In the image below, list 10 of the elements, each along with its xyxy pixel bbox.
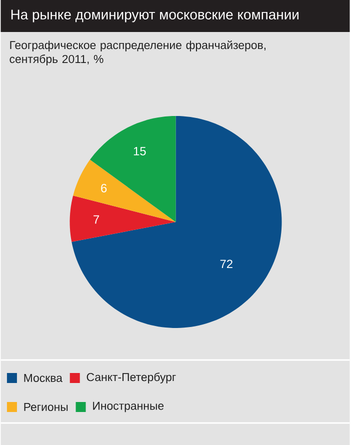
legend-label: Иностранные <box>93 402 164 412</box>
data-label: 15 <box>134 146 146 156</box>
data-label: 7 <box>94 215 100 224</box>
legend-label: Регионы <box>24 403 68 411</box>
chart-title: На рынке доминируют московские компании <box>12 10 299 22</box>
legend-label: Санкт-Петербург <box>87 372 176 384</box>
data-label: 72 <box>220 260 233 268</box>
data-label: 6 <box>101 184 107 192</box>
legend-label: Москва <box>24 374 63 382</box>
chart-subtitle: Географическое распределение франчайзеров, сентябрь 2011, % <box>10 40 266 66</box>
